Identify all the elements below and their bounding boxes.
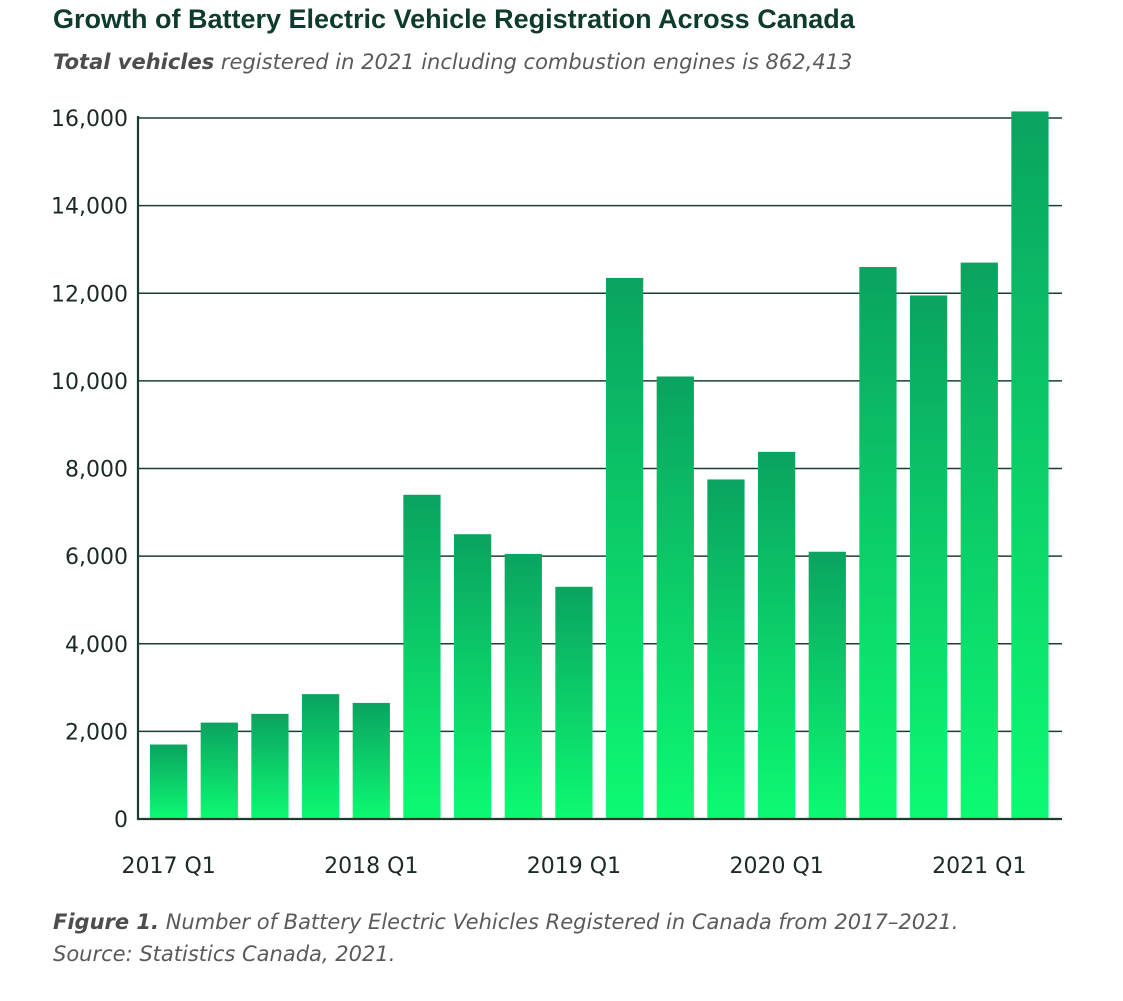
- bar-2018-q3: [454, 534, 492, 819]
- bar-2017-q2: [200, 722, 238, 819]
- subtitle-text: registered in 2021 including combustion …: [214, 50, 853, 74]
- x-tick-label: 2017 Q1: [121, 854, 215, 879]
- figure-caption: Figure 1. Number of Battery Electric Veh…: [53, 906, 958, 970]
- y-tick-label: 0: [114, 808, 128, 833]
- bar-2020-q3: [859, 266, 897, 820]
- x-tick-label: 2018 Q1: [324, 854, 418, 879]
- chart-subtitle: Total vehicles registered in 2021 includ…: [53, 50, 852, 74]
- bar-2018-q2: [403, 494, 441, 819]
- bars: [150, 111, 1049, 820]
- y-tick-labels: 0 2,000 4,000 6,000 8,000 10,000 12,000 14,000 1…: [51, 107, 128, 833]
- y-tick-label: 2,000: [65, 720, 128, 745]
- figure-source: Source: Statistics Canada, 2021.: [53, 942, 396, 966]
- grid-lines: [138, 117, 1062, 733]
- x-tick-label: 2019 Q1: [527, 854, 621, 879]
- y-tick-label: 14,000: [51, 195, 128, 220]
- axes: [136, 116, 1062, 821]
- y-tick-label: 4,000: [65, 633, 128, 658]
- bar-2019-q4: [707, 479, 745, 819]
- bar-2020-q4: [910, 295, 948, 819]
- bar-2021-q2: [1011, 111, 1049, 820]
- y-tick-label: 8,000: [65, 458, 128, 483]
- y-tick-label: 10,000: [51, 370, 128, 395]
- y-tick-label: 16,000: [51, 107, 128, 132]
- bar-2018-q4: [504, 553, 542, 819]
- x-tick-label: 2021 Q1: [932, 854, 1026, 879]
- chart-title: Growth of Battery Electric Vehicle Regis…: [53, 4, 855, 34]
- figure-text: Number of Battery Electric Vehicles Regi…: [159, 910, 959, 934]
- figure-label: Figure 1.: [53, 910, 160, 934]
- x-tick-labels: 2017 Q1 2018 Q1 2019 Q1 2020 Q1 2021 Q1: [121, 854, 1026, 879]
- bar-2021-q1: [960, 262, 998, 820]
- y-tick-label: 6,000: [65, 545, 128, 570]
- subtitle-emphasis: Total vehicles: [53, 50, 215, 74]
- bar-2018-q1: [352, 702, 390, 819]
- bar-2017-q4: [302, 694, 340, 819]
- bar-chart: 0 2,000 4,000 6,000 8,000 10,000 12,000 14,000 1…: [51, 107, 1062, 879]
- bar-2017-q3: [251, 713, 289, 819]
- bar-2019-q1: [555, 586, 593, 819]
- bar-2019-q2: [606, 277, 644, 819]
- bar-2020-q1: [758, 451, 796, 819]
- y-tick-label: 12,000: [51, 282, 128, 307]
- bar-2020-q2: [808, 551, 846, 819]
- bar-2017-q1: [150, 744, 188, 819]
- x-tick-label: 2020 Q1: [729, 854, 823, 879]
- bar-2019-q3: [656, 376, 694, 819]
